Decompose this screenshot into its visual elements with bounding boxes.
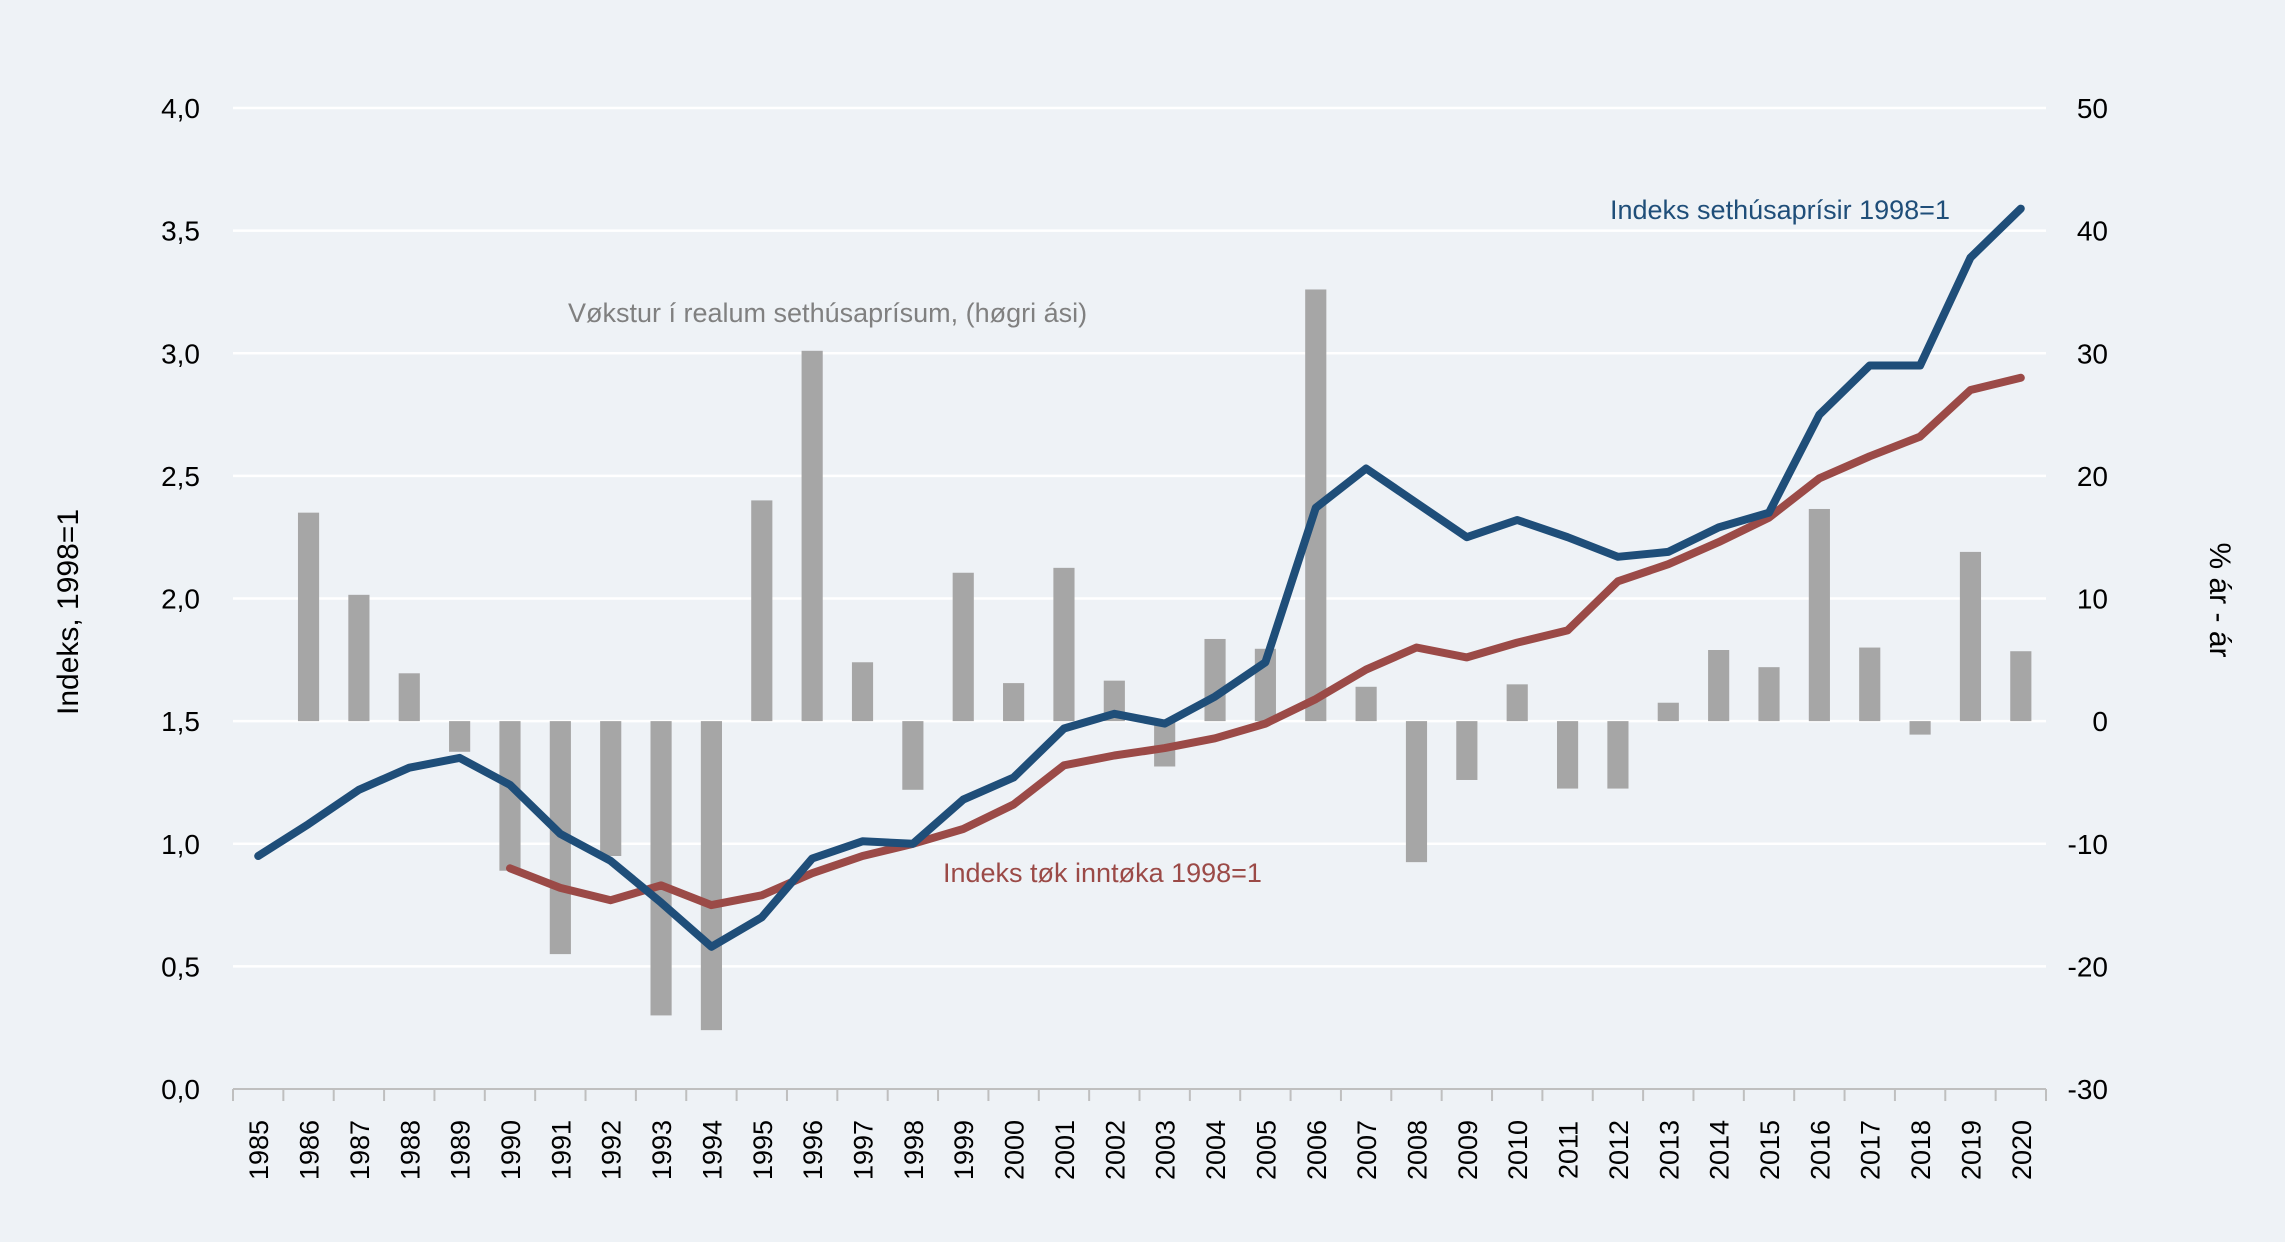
left-tick-label: 1,5 (161, 706, 200, 737)
right-y-axis: -30 -20 -10 0 10 20 30 40 50 (2068, 93, 2108, 1105)
bar-1995 (751, 500, 773, 722)
x-tick-label: 2002 (1100, 1120, 1130, 1180)
x-tick-label: 2019 (1956, 1120, 1986, 1180)
line-income-index (506, 373, 2025, 910)
x-tick-label: 2011 (1554, 1121, 1584, 1179)
x-tick-label: 2005 (1251, 1120, 1281, 1180)
bar-1987 (348, 594, 370, 722)
bar-1988 (398, 673, 420, 722)
left-y-axis: 0,0 0,5 1,0 1,5 2,0 2,5 3,0 3,5 4,0 (161, 93, 200, 1105)
annotation-income-index: Indeks tøk inntøka 1998=1 (943, 858, 1262, 888)
x-tick-label: 2013 (1654, 1120, 1684, 1180)
x-tick-label: 2008 (1402, 1120, 1432, 1180)
annotation-house-price-index: Indeks sethúsaprísir 1998=1 (1610, 195, 1950, 225)
x-tick-label: 2012 (1604, 1120, 1634, 1180)
bar-1992 (600, 721, 622, 857)
x-axis: 1985 1986 1987 1988 1989 1990 1991 1992 1993 1994… (232, 1088, 2047, 1180)
x-tick-label: 1991 (546, 1120, 576, 1180)
right-axis-title: % ár - ár (2203, 542, 2236, 657)
x-tick-label: 2010 (1503, 1120, 1533, 1180)
x-tick-label: 1993 (647, 1120, 677, 1180)
x-tick-label: 1987 (345, 1120, 375, 1180)
x-tick-label: 2000 (1000, 1120, 1030, 1180)
bar-2007 (1355, 686, 1377, 722)
bar-2012 (1607, 721, 1629, 789)
right-tick-label: -20 (2068, 951, 2108, 982)
right-tick-label: 10 (2077, 584, 2108, 615)
left-tick-label: 3,5 (161, 216, 200, 247)
left-tick-label: 3,0 (161, 338, 200, 369)
bar-2015 (1758, 667, 1780, 722)
right-tick-label: 30 (2077, 338, 2108, 369)
bar-2008 (1405, 721, 1428, 863)
line-house-price-index (254, 204, 2025, 951)
x-tick-label: 1994 (697, 1120, 727, 1180)
x-tick-label: 1989 (446, 1120, 476, 1180)
bar-2009 (1456, 721, 1478, 780)
bar-2011 (1556, 721, 1579, 789)
bar-2019 (1959, 551, 1982, 722)
line-series (254, 204, 2025, 951)
x-tick-label: 2016 (1805, 1120, 1835, 1180)
bar-1986 (297, 512, 320, 722)
left-tick-label: 2,0 (161, 584, 200, 615)
x-tick-label: 1996 (798, 1120, 828, 1180)
bar-2020 (2010, 651, 2032, 722)
bar-2004 (1204, 638, 1226, 722)
left-tick-label: 0,0 (161, 1074, 200, 1105)
x-tick-label: 1988 (395, 1120, 425, 1180)
x-tick-label: 2014 (1705, 1120, 1735, 1180)
left-tick-label: 4,0 (161, 93, 200, 124)
right-tick-label: -30 (2068, 1074, 2108, 1105)
bar-2016 (1808, 508, 1830, 722)
bar-1998 (902, 721, 924, 790)
right-tick-label: 50 (2077, 93, 2108, 124)
x-tick-label: 1986 (295, 1120, 325, 1180)
bar-1999 (952, 572, 974, 722)
bar-2003 (1154, 721, 1176, 767)
x-tick-label: 2001 (1050, 1120, 1080, 1180)
x-tick-label: 1997 (849, 1120, 879, 1180)
x-tick-label: 2015 (1755, 1120, 1785, 1180)
annotation-bar-series: Vøkstur í realum sethúsaprísum, (høgri á… (568, 298, 1087, 328)
x-tick-label: 2020 (2007, 1120, 2037, 1180)
bar-1989 (449, 721, 471, 752)
bar-2000 (1003, 683, 1025, 722)
bar-2010 (1506, 684, 1528, 722)
bar-series (297, 289, 2032, 1031)
x-tick-label: 1985 (244, 1120, 274, 1180)
right-tick-label: -10 (2068, 829, 2108, 860)
left-tick-label: 1,0 (161, 829, 200, 860)
x-tick-label: 2006 (1302, 1120, 1332, 1180)
left-tick-label: 2,5 (161, 461, 200, 492)
x-tick-label: 1995 (748, 1120, 778, 1180)
right-tick-label: 40 (2077, 216, 2108, 247)
bar-2013 (1657, 702, 1679, 722)
bar-2001 (1053, 567, 1075, 722)
x-tick-label: 2003 (1151, 1120, 1181, 1180)
x-tick-label: 2017 (1856, 1120, 1886, 1180)
x-tick-label: 1992 (597, 1120, 627, 1180)
bar-1993 (650, 721, 672, 1016)
bar-1997 (851, 662, 874, 722)
x-tick-label: 1999 (949, 1120, 979, 1180)
left-axis-title: Indeks, 1998=1 (52, 509, 85, 715)
left-tick-label: 0,5 (161, 951, 200, 982)
bar-1990 (499, 721, 521, 871)
x-tick-label: 1998 (899, 1120, 929, 1180)
bar-2018 (1909, 721, 1931, 735)
right-tick-label: 20 (2077, 461, 2108, 492)
bar-1996 (801, 350, 823, 722)
bar-2014 (1708, 650, 1730, 722)
x-tick-label: 2004 (1201, 1120, 1231, 1180)
bar-2017 (1859, 647, 1881, 722)
x-tick-label: 2018 (1906, 1120, 1936, 1180)
x-tick-label: 1990 (496, 1120, 526, 1180)
x-tick-label: 2007 (1352, 1120, 1382, 1180)
bar-1994 (700, 721, 723, 1031)
x-tick-label: 2009 (1453, 1120, 1483, 1180)
right-tick-label: 0 (2092, 706, 2108, 737)
